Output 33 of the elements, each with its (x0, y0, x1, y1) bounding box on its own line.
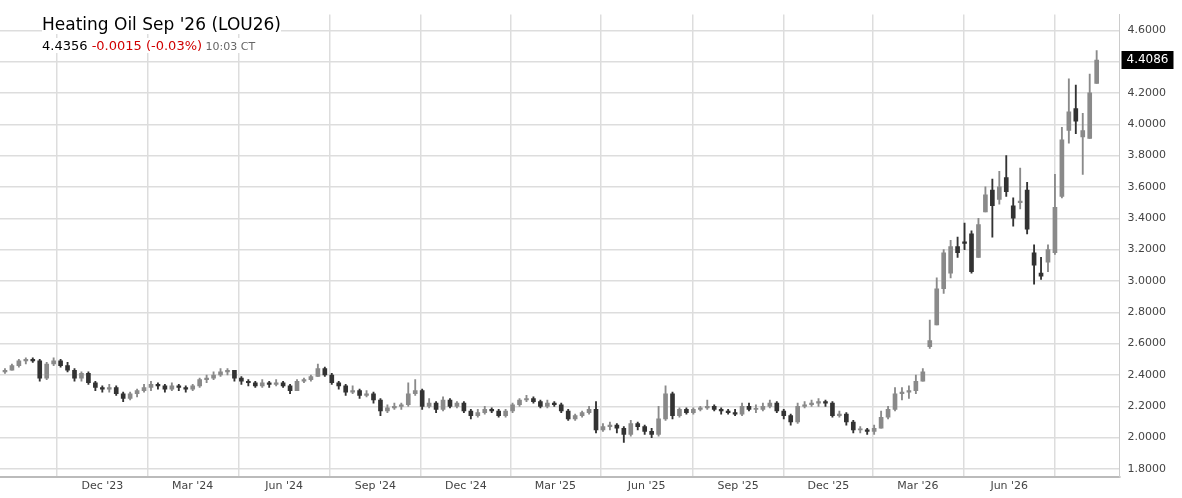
candlestick (350, 385, 355, 395)
y-tick-label: 3.2000 (1127, 242, 1167, 256)
x-tick-label: Dec '23 (81, 479, 124, 493)
text: 4.4356 -0.0015 (-0.03%) 10:03 CT (42, 38, 256, 53)
text: 4.4086 (1126, 52, 1169, 67)
x-tick-label: Dec '25 (807, 479, 850, 493)
candlestick (398, 402, 404, 410)
y-tick-label: 2.2000 (1127, 399, 1167, 413)
y-tick-label: 1.8000 (1127, 461, 1167, 475)
y-tick-label: 3.8000 (1127, 148, 1167, 162)
y-tick-label: 3.0000 (1127, 273, 1167, 287)
x-tick-label: Mar '26 (897, 479, 939, 493)
x-tick-label: Jun '26 (989, 479, 1029, 493)
x-tick-label: Mar '24 (172, 479, 214, 493)
x-tick-label: Mar '25 (534, 479, 576, 493)
x-tick-label: Jun '25 (626, 479, 666, 493)
y-tick-label: 2.4000 (1127, 367, 1167, 381)
y-tick-label: 3.6000 (1127, 179, 1167, 193)
x-tick-label: Jun '24 (264, 479, 303, 493)
y-tick-label: 3.4000 (1127, 211, 1167, 225)
y-tick-label: 2.0000 (1127, 430, 1167, 444)
x-tick-label: Sep '25 (717, 479, 759, 493)
x-tick-label: Dec '24 (444, 479, 487, 493)
y-tick-label: 4.2000 (1127, 85, 1167, 99)
candlestick (864, 427, 870, 435)
y-tick-label: 2.8000 (1127, 305, 1167, 319)
y-tick-label: 4.6000 (1127, 23, 1167, 37)
y-tick-label: 2.6000 (1127, 336, 1167, 350)
x-tick-label: Sep '24 (354, 479, 397, 493)
y-tick-label: 4.0000 (1127, 117, 1167, 131)
chart-title: Heating Oil Sep '26 (LOU26) (42, 14, 281, 34)
candlestick (266, 380, 272, 388)
candlestick (802, 401, 807, 409)
